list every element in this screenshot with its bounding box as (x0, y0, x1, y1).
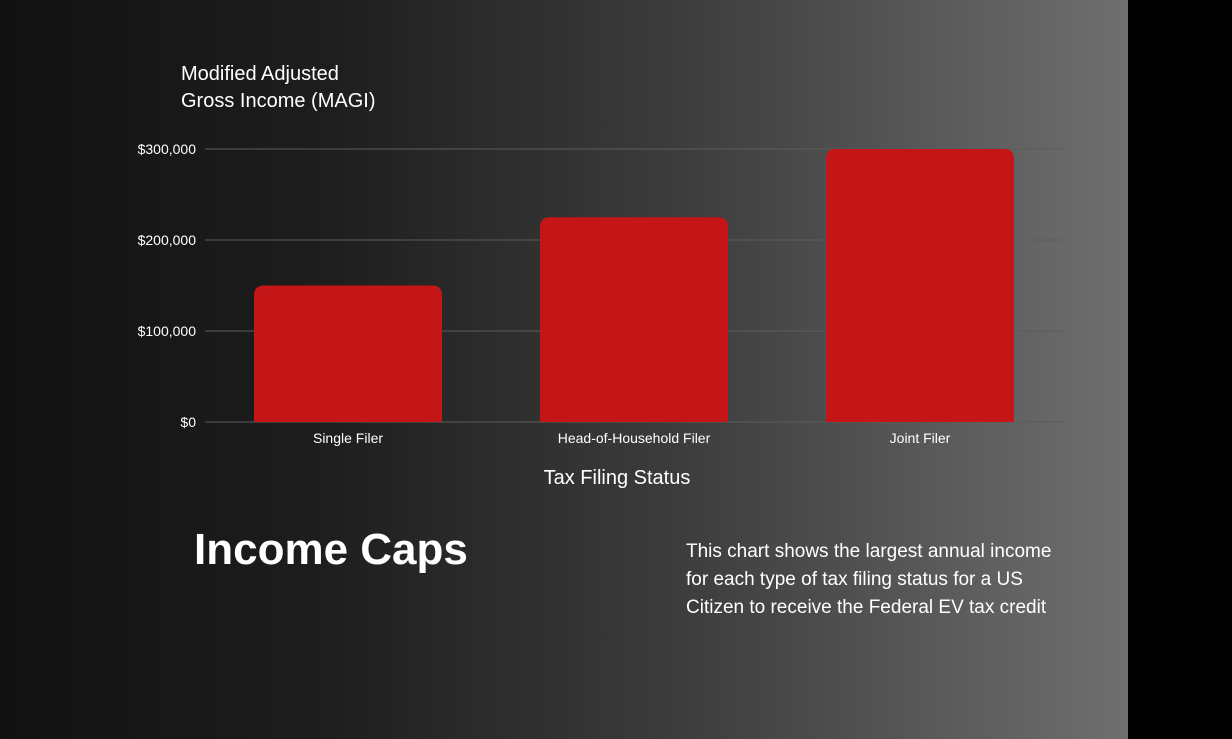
bar-chart: Modified Adjusted Gross Income (MAGI) $0… (138, 63, 1063, 489)
y-tick-label: $100,000 (138, 323, 197, 339)
bar-head-of-household-filer (540, 217, 728, 422)
y-tick-label: $300,000 (138, 141, 197, 157)
y-tick-label: $0 (180, 414, 196, 430)
chart-description: This chart shows the largest annual inco… (686, 541, 1052, 618)
bar-joint-filer (826, 149, 1014, 422)
bar-single-filer (254, 285, 442, 422)
y-axis-label-line-2: Gross Income (MAGI) (181, 90, 375, 112)
y-axis-label-line-1: Modified Adjusted (181, 63, 339, 85)
slide-background: Modified Adjusted Gross Income (MAGI) $0… (0, 0, 1128, 739)
page-title: Income Caps (194, 525, 468, 574)
x-tick-label: Single Filer (313, 430, 383, 446)
bars (254, 149, 1014, 422)
y-axis-ticks: $0 $100,000 $200,000 $300,000 (138, 141, 197, 430)
x-tick-label: Joint Filer (890, 430, 951, 446)
x-axis-label: Tax Filing Status (544, 467, 691, 489)
y-tick-label: $200,000 (138, 232, 197, 248)
x-tick-label: Head-of-Household Filer (558, 430, 711, 446)
x-axis-ticks: Single Filer Head-of-Household Filer Joint… (313, 430, 951, 446)
